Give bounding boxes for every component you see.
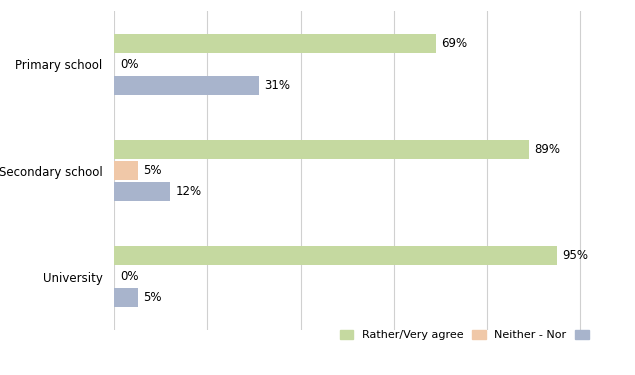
Text: 89%: 89%	[534, 143, 560, 156]
Bar	[114, 288, 138, 308]
Text: 5%: 5%	[143, 291, 162, 304]
Bar	[114, 161, 138, 180]
Text: 0%: 0%	[120, 58, 138, 71]
Text: 5%: 5%	[143, 164, 162, 177]
Text: 31%: 31%	[264, 79, 290, 92]
Text: 0%: 0%	[120, 270, 138, 284]
Text: 12%: 12%	[176, 185, 202, 198]
Bar	[114, 182, 170, 201]
Bar	[114, 34, 436, 53]
Bar	[114, 76, 258, 95]
Bar	[114, 140, 529, 159]
Text: 69%: 69%	[441, 37, 467, 50]
Text: 95%: 95%	[562, 249, 588, 262]
Bar	[114, 246, 557, 266]
Legend: Rather/Very agree, Neither - Nor, : Rather/Very agree, Neither - Nor,	[340, 330, 598, 340]
